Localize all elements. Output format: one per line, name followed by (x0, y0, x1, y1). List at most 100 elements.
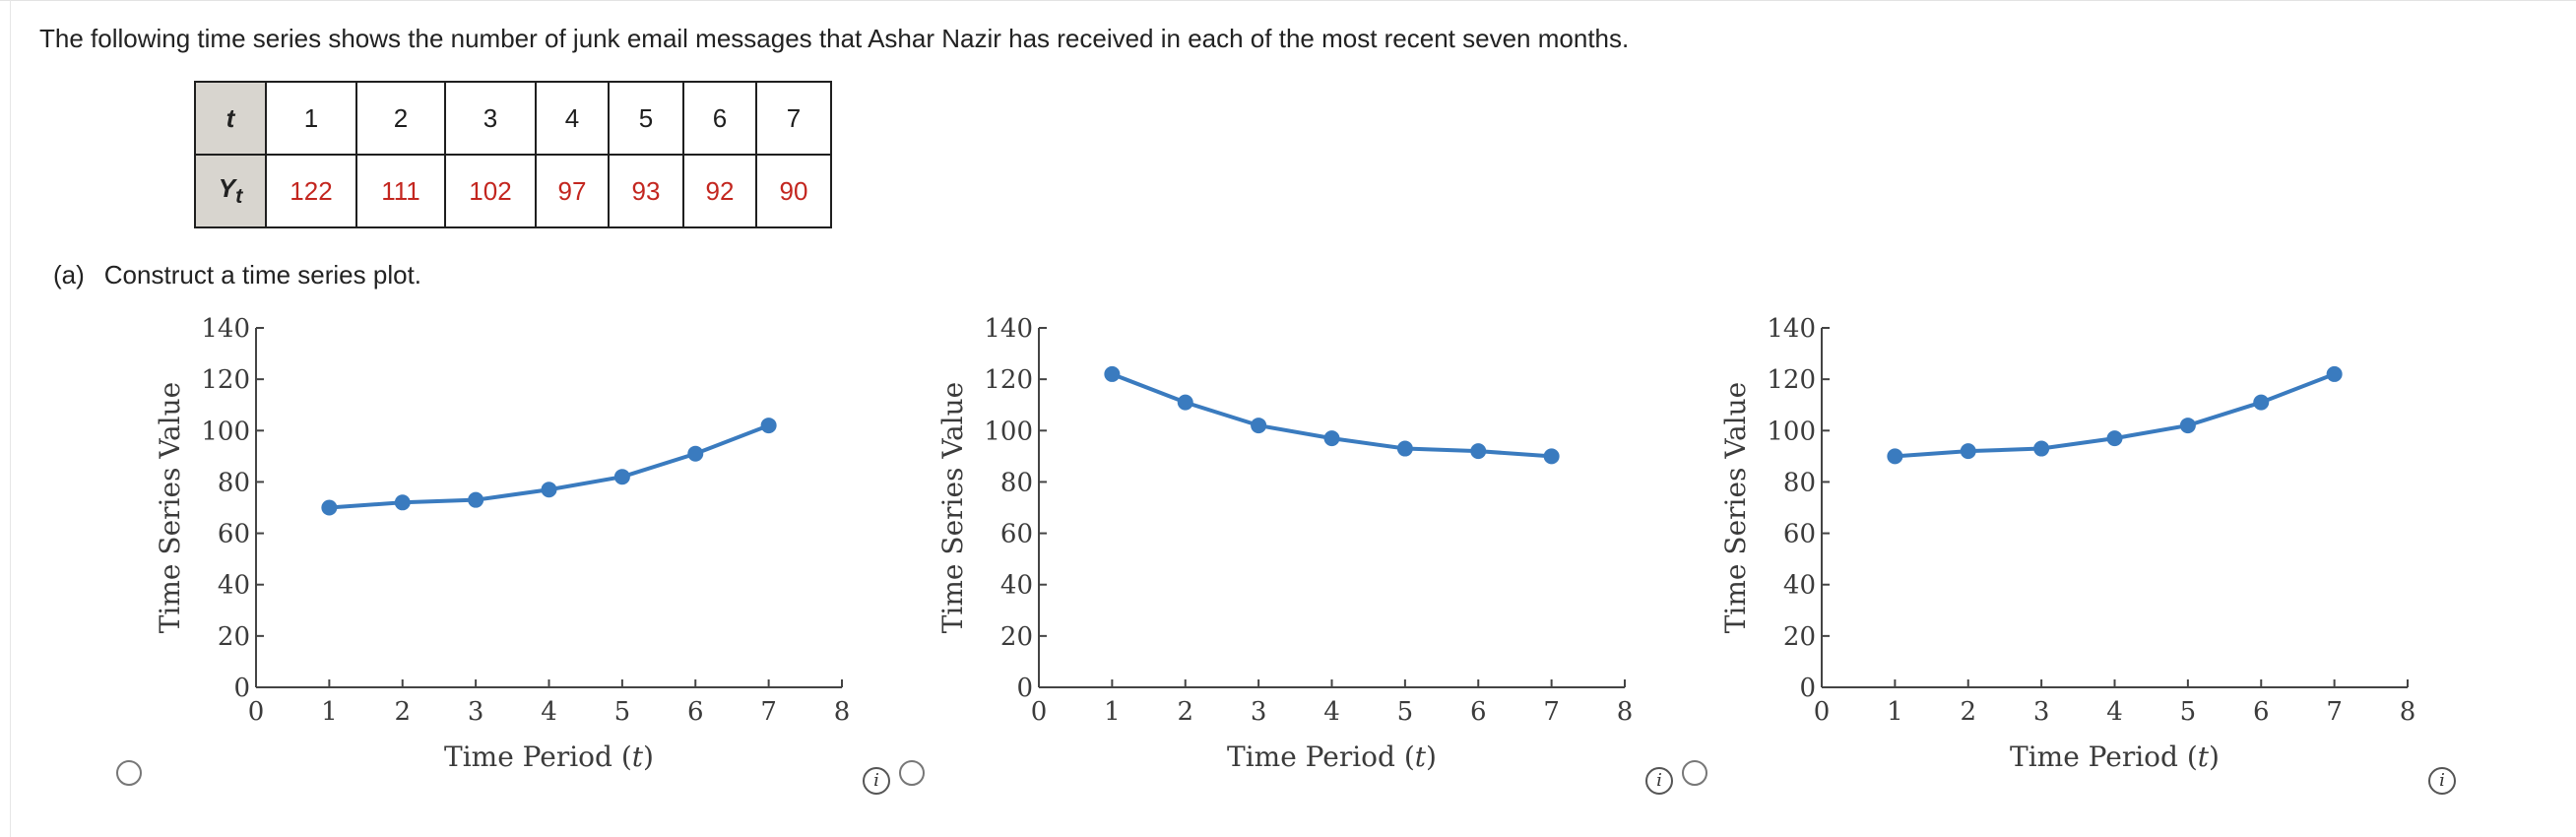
y-tick-label: 80 (1000, 468, 1033, 497)
data-point (1104, 365, 1121, 382)
data-point (1960, 443, 1976, 460)
x-tick-label: 0 (1814, 697, 1831, 727)
y-tick-label: 0 (1799, 674, 1816, 703)
y-tick-label: 140 (984, 314, 1033, 344)
table-cell-y: 111 (355, 154, 446, 228)
x-tick-label: 5 (614, 697, 631, 727)
x-tick-label: 8 (1617, 697, 1634, 727)
left-divider (10, 0, 11, 837)
question-text: The following time series shows the numb… (39, 24, 1630, 53)
x-tick-label: 4 (2106, 697, 2123, 727)
x-tick-label: 6 (687, 697, 704, 727)
data-point (687, 445, 704, 462)
data-point (321, 499, 338, 516)
radio-option-1[interactable] (116, 760, 142, 786)
data-point (1396, 440, 1413, 457)
data-point (2253, 394, 2270, 411)
table-cell-t: 5 (608, 81, 684, 156)
y-axis-title: Time Series Value (154, 382, 186, 634)
y-tick-label: 120 (984, 365, 1033, 395)
part-a-tag: (a) (53, 260, 85, 290)
table-cell-y: 93 (608, 154, 684, 228)
data-point (2326, 365, 2343, 382)
x-tick-label: 8 (834, 697, 851, 727)
x-tick-label: 3 (468, 697, 484, 727)
x-tick-label: 6 (2253, 697, 2270, 727)
y-tick-label: 0 (233, 674, 250, 703)
y-axis-title: Time Series Value (936, 382, 969, 634)
y-tick-label: 100 (1767, 417, 1816, 446)
table-header-t: t (194, 81, 267, 156)
data-point (760, 418, 777, 434)
y-axis-title: Time Series Value (1719, 382, 1752, 634)
data-point (2179, 418, 2196, 434)
table-row-t: t 1 2 3 4 5 6 7 (194, 81, 832, 156)
y-tick-label: 100 (984, 417, 1033, 446)
y-tick-label: 120 (201, 365, 250, 395)
x-tick-label: 4 (1323, 697, 1340, 727)
data-point (2106, 430, 2123, 447)
x-tick-label: 5 (1397, 697, 1414, 727)
data-point (541, 482, 557, 498)
x-tick-label: 5 (2180, 697, 2197, 727)
part-a-label: (a) Construct a time series plot. (53, 258, 421, 291)
x-tick-label: 1 (1887, 697, 1903, 727)
y-tick-label: 20 (218, 622, 250, 652)
table-cell-t: 4 (535, 81, 610, 156)
y-tick-label: 80 (1783, 468, 1816, 497)
info-icon[interactable]: i (863, 767, 890, 795)
y-tick-label: 100 (201, 417, 250, 446)
radio-option-3[interactable] (1682, 760, 1707, 786)
y-tick-label: 60 (1783, 520, 1816, 549)
data-point (1470, 443, 1487, 460)
x-tick-label: 2 (1960, 697, 1976, 727)
y-symbol: Y (218, 172, 236, 203)
x-tick-label: 3 (2033, 697, 2050, 727)
y-subscript: t (235, 183, 243, 209)
x-tick-label: 2 (394, 697, 411, 727)
part-a-instruction: Construct a time series plot. (103, 260, 422, 290)
y-tick-label: 40 (1783, 571, 1816, 601)
chart-option-2: 0 20 40 60 80 100 120 140 0 1 2 3 4 5 6 7 8 Time Period (… (936, 314, 1634, 773)
x-tick-label: 7 (760, 697, 777, 727)
data-point (2033, 440, 2050, 457)
data-point (613, 469, 630, 485)
data-point (394, 494, 411, 511)
y-tick-label: 60 (218, 520, 250, 549)
table-cell-y: 90 (755, 154, 832, 228)
x-axis-title: Time Period (t) (2010, 740, 2220, 773)
table-cell-t: 3 (444, 81, 537, 156)
data-point (468, 491, 484, 508)
y-tick-label: 40 (1000, 571, 1033, 601)
x-tick-label: 4 (541, 697, 557, 727)
y-tick-label: 0 (1016, 674, 1033, 703)
x-tick-label: 2 (1177, 697, 1193, 727)
table-cell-t: 2 (355, 81, 446, 156)
x-tick-label: 1 (321, 697, 338, 727)
y-tick-label: 140 (201, 314, 250, 344)
x-tick-label: 0 (248, 697, 265, 727)
y-tick-label: 140 (1767, 314, 1816, 344)
x-axis-title: Time Period (t) (1227, 740, 1437, 773)
y-tick-label: 20 (1783, 622, 1816, 652)
t-symbol: t (225, 102, 235, 133)
table-cell-y: 122 (265, 154, 357, 228)
info-icon[interactable]: i (1645, 767, 1673, 795)
y-tick-label: 40 (218, 571, 250, 601)
y-tick-label: 120 (1767, 365, 1816, 395)
table-cell-t: 7 (755, 81, 832, 156)
info-icon[interactable]: i (2428, 767, 2456, 795)
x-tick-label: 0 (1031, 697, 1048, 727)
table-row-y: Yt 122 111 102 97 93 92 90 (194, 154, 832, 228)
table-cell-t: 1 (265, 81, 357, 156)
data-point (1543, 448, 1560, 465)
x-tick-label: 7 (2326, 697, 2343, 727)
chart-option-3: 0 20 40 60 80 100 120 140 0 1 2 3 4 5 6 7 8 Time Period (… (1719, 314, 2415, 773)
table-cell-y: 92 (682, 154, 757, 228)
data-table: t 1 2 3 4 5 6 7 Yt 122 111 102 97 93 92 … (194, 81, 832, 228)
table-cell-t: 6 (682, 81, 757, 156)
top-divider (0, 0, 2576, 1)
chart-option-1: 0 20 40 60 80 100 120 140 0 1 2 3 4 5 6 7 8 Time Period (… (154, 314, 851, 773)
y-tick-label: 80 (218, 468, 250, 497)
radio-option-2[interactable] (899, 760, 925, 786)
